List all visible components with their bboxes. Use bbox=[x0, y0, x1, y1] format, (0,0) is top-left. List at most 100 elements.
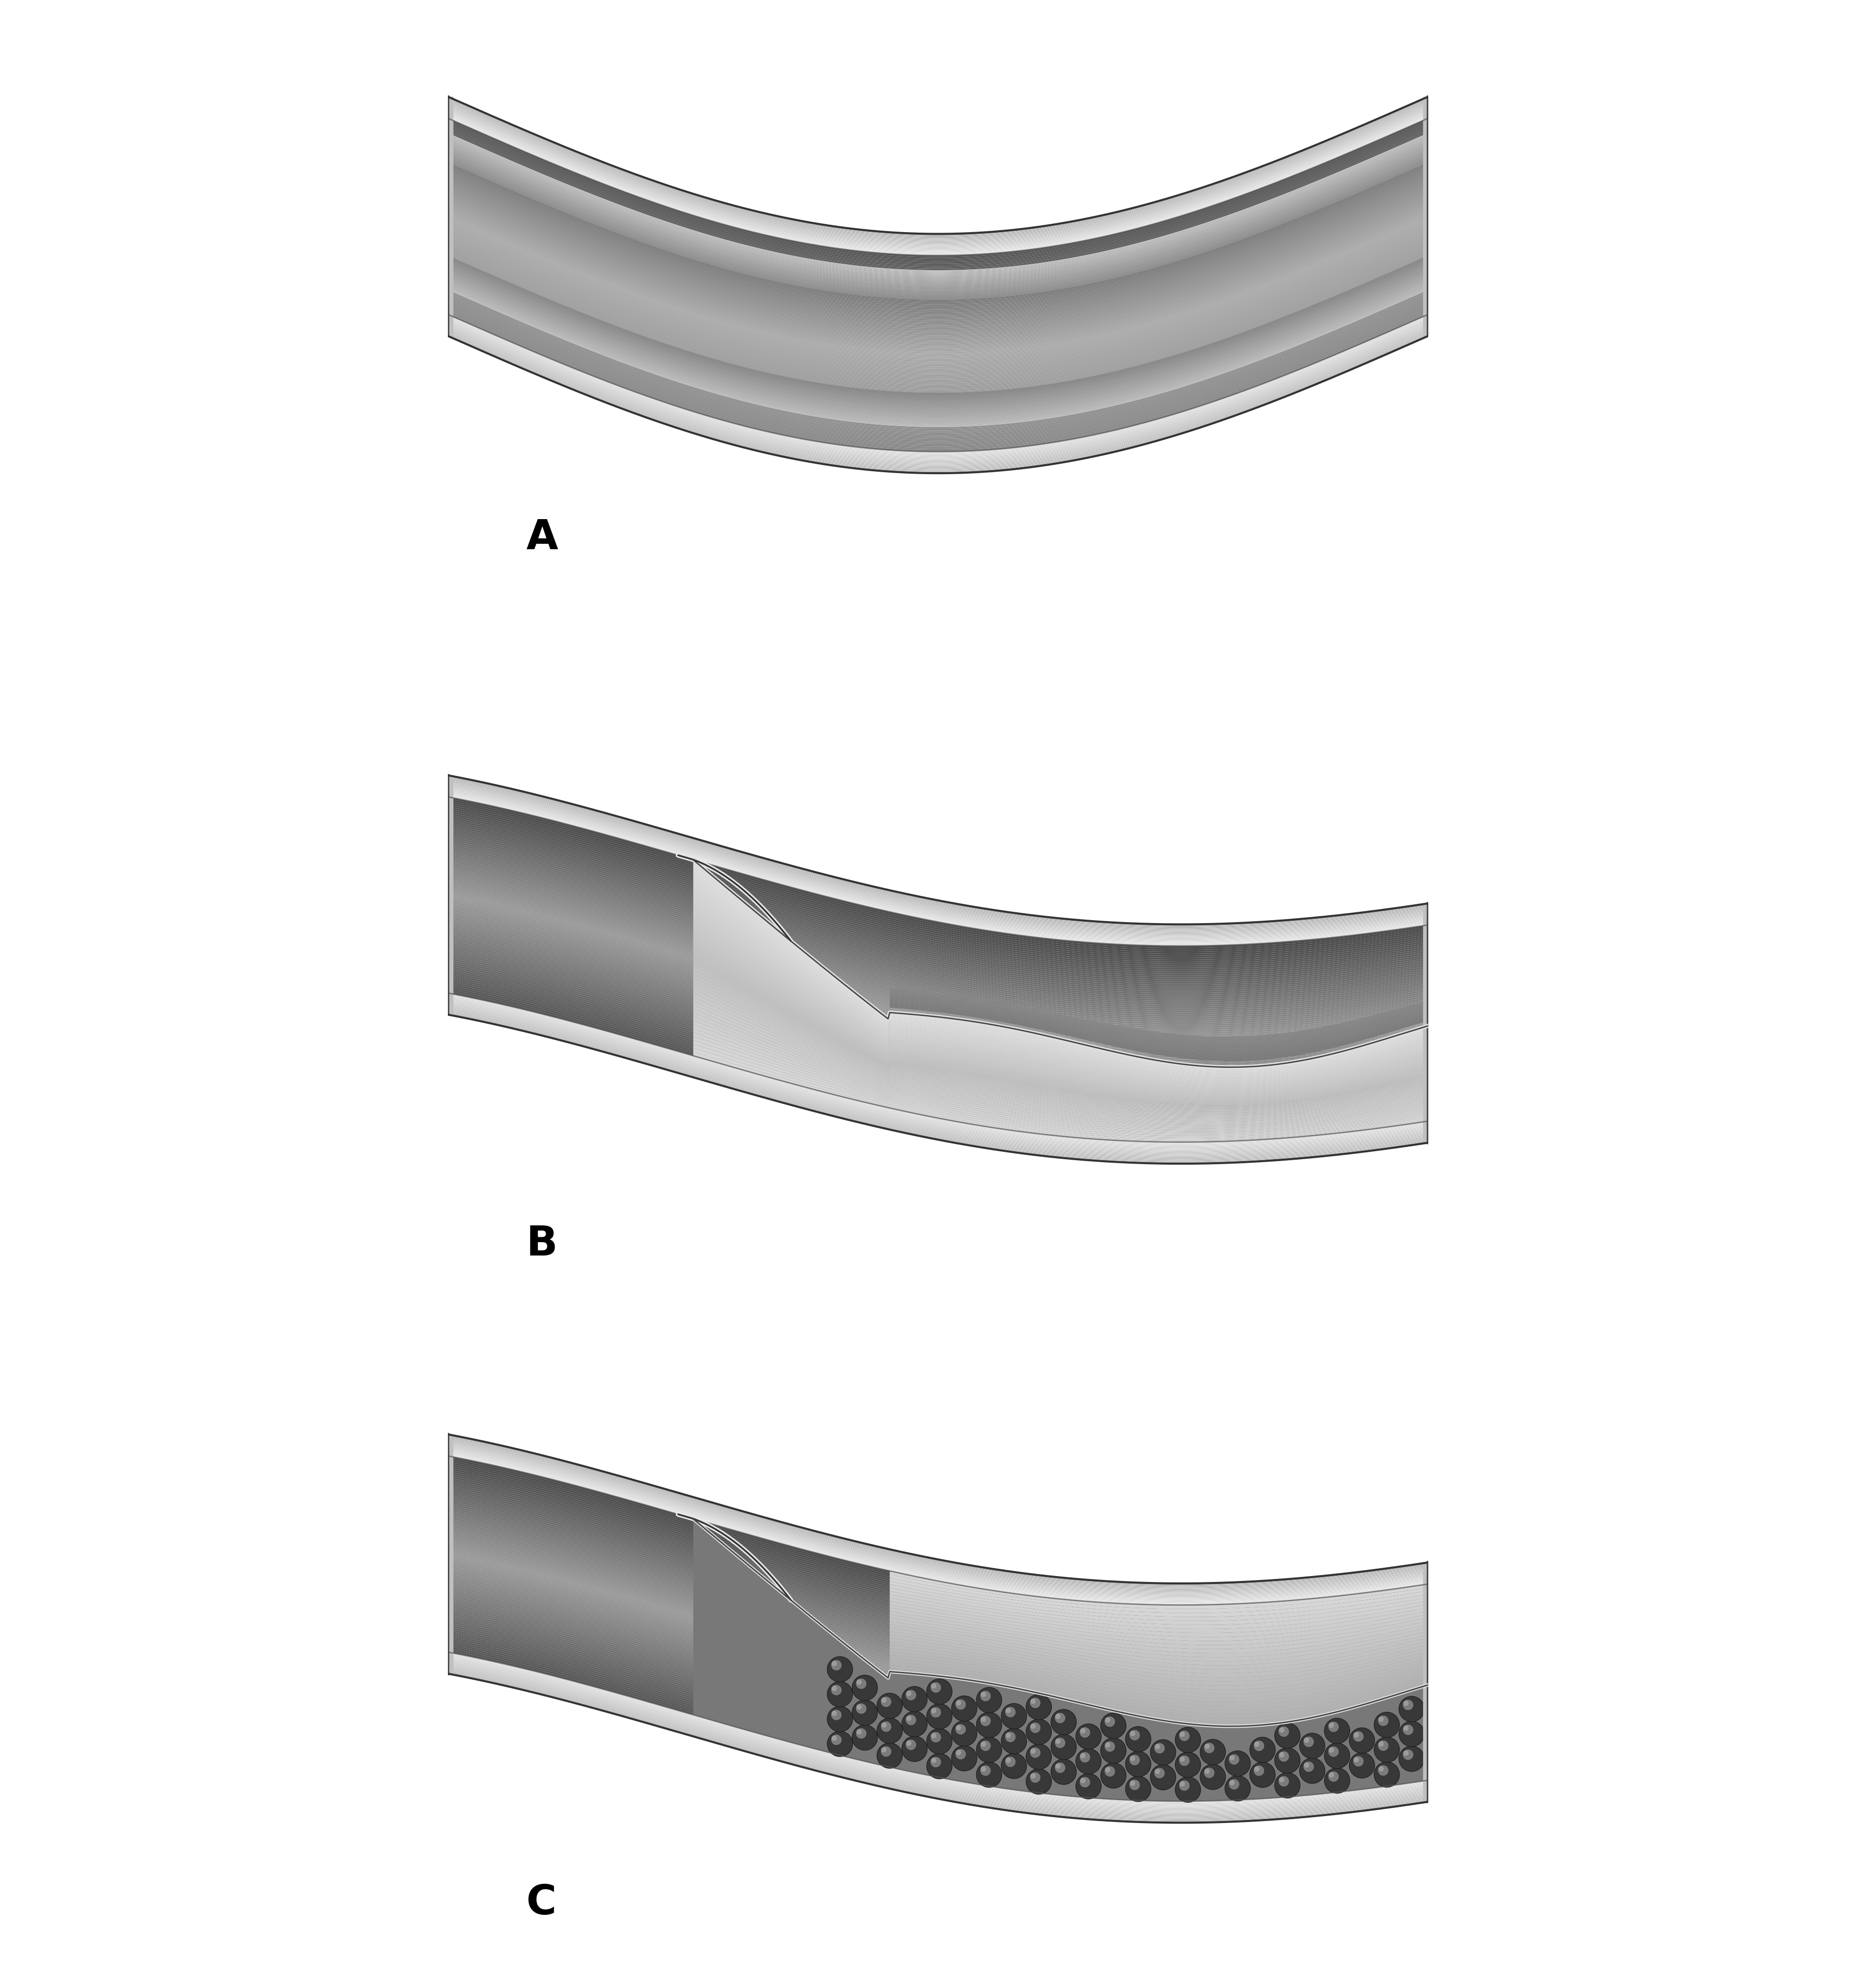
Polygon shape bbox=[448, 296, 1428, 435]
Circle shape bbox=[1126, 1726, 1152, 1752]
Polygon shape bbox=[448, 864, 1428, 1015]
Polygon shape bbox=[448, 1531, 1428, 1682]
Circle shape bbox=[1379, 1716, 1388, 1726]
Polygon shape bbox=[448, 115, 1428, 252]
Circle shape bbox=[927, 1728, 953, 1754]
Polygon shape bbox=[694, 949, 1428, 1102]
Polygon shape bbox=[448, 332, 1428, 469]
Polygon shape bbox=[448, 133, 1428, 272]
Circle shape bbox=[1105, 1716, 1114, 1726]
Circle shape bbox=[1026, 1720, 1052, 1744]
Circle shape bbox=[981, 1742, 985, 1746]
Polygon shape bbox=[448, 1480, 1428, 1631]
Circle shape bbox=[1051, 1734, 1077, 1760]
Circle shape bbox=[1006, 1732, 1015, 1742]
Circle shape bbox=[930, 1734, 936, 1738]
Polygon shape bbox=[448, 109, 1428, 246]
Polygon shape bbox=[448, 155, 1428, 292]
Polygon shape bbox=[448, 971, 1428, 1122]
Polygon shape bbox=[448, 1652, 1428, 1801]
Circle shape bbox=[906, 1716, 915, 1724]
Circle shape bbox=[1229, 1756, 1234, 1760]
Circle shape bbox=[1150, 1740, 1176, 1766]
Circle shape bbox=[951, 1746, 977, 1772]
Polygon shape bbox=[889, 1625, 1428, 1674]
Polygon shape bbox=[889, 1609, 1428, 1652]
Circle shape bbox=[955, 1750, 966, 1760]
Circle shape bbox=[831, 1736, 837, 1740]
Circle shape bbox=[981, 1692, 985, 1696]
Polygon shape bbox=[694, 864, 1428, 1070]
Polygon shape bbox=[448, 220, 1428, 359]
Text: B: B bbox=[525, 1223, 557, 1263]
Circle shape bbox=[831, 1660, 837, 1666]
Polygon shape bbox=[448, 167, 1428, 306]
Circle shape bbox=[1279, 1752, 1283, 1758]
Circle shape bbox=[902, 1686, 927, 1712]
Polygon shape bbox=[448, 161, 1428, 300]
Polygon shape bbox=[448, 784, 1428, 935]
Polygon shape bbox=[889, 1621, 1428, 1670]
Circle shape bbox=[1201, 1764, 1225, 1789]
Polygon shape bbox=[448, 786, 1428, 935]
Polygon shape bbox=[448, 242, 1428, 381]
Polygon shape bbox=[448, 923, 1428, 1074]
Polygon shape bbox=[448, 1505, 1428, 1656]
Polygon shape bbox=[448, 1670, 1428, 1821]
Polygon shape bbox=[448, 236, 1428, 375]
Circle shape bbox=[1129, 1756, 1135, 1762]
Polygon shape bbox=[448, 1488, 1428, 1638]
Circle shape bbox=[906, 1742, 912, 1746]
Polygon shape bbox=[448, 856, 1428, 1007]
Circle shape bbox=[906, 1690, 915, 1700]
Polygon shape bbox=[448, 284, 1428, 423]
Circle shape bbox=[930, 1708, 940, 1718]
Polygon shape bbox=[448, 1660, 1428, 1811]
Polygon shape bbox=[448, 1519, 1428, 1670]
Polygon shape bbox=[694, 860, 1428, 1068]
Polygon shape bbox=[448, 117, 1428, 256]
Polygon shape bbox=[448, 1658, 1428, 1809]
Polygon shape bbox=[448, 1513, 1428, 1664]
Polygon shape bbox=[889, 1581, 1428, 1621]
Polygon shape bbox=[448, 991, 1428, 1142]
Polygon shape bbox=[448, 193, 1428, 332]
Polygon shape bbox=[448, 179, 1428, 318]
Circle shape bbox=[857, 1704, 861, 1710]
Circle shape bbox=[1255, 1768, 1259, 1772]
Polygon shape bbox=[448, 1648, 1428, 1799]
Polygon shape bbox=[448, 782, 1428, 933]
Polygon shape bbox=[448, 197, 1428, 336]
Polygon shape bbox=[448, 230, 1428, 369]
Polygon shape bbox=[448, 159, 1428, 296]
Polygon shape bbox=[448, 794, 1428, 943]
Polygon shape bbox=[694, 1053, 1428, 1142]
Polygon shape bbox=[694, 953, 1428, 1104]
Polygon shape bbox=[448, 133, 1428, 272]
Polygon shape bbox=[448, 127, 1428, 266]
Polygon shape bbox=[448, 1478, 1428, 1629]
Polygon shape bbox=[694, 989, 1428, 1118]
Polygon shape bbox=[448, 953, 1428, 1104]
Polygon shape bbox=[448, 147, 1428, 284]
Polygon shape bbox=[889, 1599, 1428, 1640]
Polygon shape bbox=[889, 1007, 1428, 1061]
Polygon shape bbox=[448, 999, 1428, 1148]
Polygon shape bbox=[448, 967, 1428, 1118]
Circle shape bbox=[1403, 1726, 1409, 1730]
Polygon shape bbox=[448, 135, 1428, 274]
Polygon shape bbox=[448, 318, 1428, 457]
Polygon shape bbox=[889, 991, 1428, 1041]
Circle shape bbox=[1030, 1748, 1039, 1758]
Polygon shape bbox=[694, 868, 1428, 1072]
Polygon shape bbox=[448, 872, 1428, 1023]
Polygon shape bbox=[448, 908, 1428, 1059]
Polygon shape bbox=[448, 300, 1428, 439]
Polygon shape bbox=[694, 957, 1428, 1106]
Circle shape bbox=[1353, 1756, 1364, 1766]
Polygon shape bbox=[448, 780, 1428, 929]
Circle shape bbox=[852, 1674, 878, 1700]
Polygon shape bbox=[694, 900, 1428, 1084]
Polygon shape bbox=[448, 113, 1428, 250]
Circle shape bbox=[1324, 1768, 1351, 1793]
